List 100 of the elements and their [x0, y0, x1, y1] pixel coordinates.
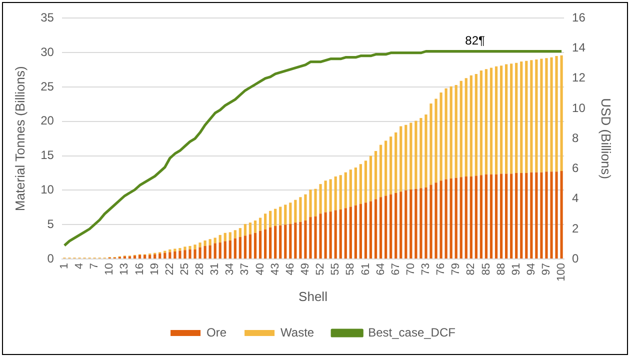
bar [309, 217, 312, 259]
bar [560, 170, 563, 259]
bar [289, 202, 292, 224]
bar [214, 243, 216, 259]
bar [480, 175, 483, 259]
bar [238, 228, 242, 238]
bar [228, 232, 232, 240]
x-tick-label: 61 [360, 263, 372, 276]
y2-tick-label: 14 [572, 40, 586, 55]
y-tick-label: 10 [40, 182, 54, 197]
bar [234, 238, 236, 259]
x-tick-label: 100 [556, 263, 568, 282]
bar [269, 227, 272, 259]
y-axis-title: Material Tonnes (Billions) [12, 66, 28, 212]
bar [148, 254, 152, 259]
bar [474, 176, 478, 259]
bar [133, 256, 136, 259]
bar [334, 176, 337, 210]
bar [494, 174, 498, 259]
bar [344, 172, 347, 208]
bar [379, 144, 382, 198]
bar [444, 179, 448, 259]
y-tick-label: 30 [40, 44, 54, 59]
x-tick-label: 25 [178, 263, 191, 276]
bar [198, 247, 202, 259]
legend-label: Ore [206, 325, 227, 340]
bar [248, 234, 252, 259]
bar [440, 180, 442, 259]
x-tick-label: 31 [209, 263, 222, 276]
bar [244, 236, 247, 259]
bar [364, 202, 368, 259]
bar [224, 241, 226, 259]
bar [384, 140, 388, 196]
y2-tick-label: 12 [572, 70, 586, 85]
bar [143, 254, 146, 259]
bar [430, 104, 432, 185]
bar [354, 205, 357, 259]
bar [274, 208, 277, 226]
bar [198, 242, 202, 248]
bar [364, 160, 368, 203]
bar [510, 64, 513, 174]
bar [450, 86, 452, 179]
bar [254, 232, 257, 259]
bar [525, 173, 528, 259]
legend-label: Waste [280, 325, 314, 340]
bar [374, 151, 378, 200]
bar [208, 239, 212, 246]
bar [470, 75, 472, 176]
bar [359, 164, 362, 204]
bar [314, 216, 317, 259]
bar [484, 174, 488, 259]
bar [480, 70, 483, 176]
x-tick-label: 28 [194, 263, 206, 276]
bar [218, 234, 222, 243]
bar [289, 224, 292, 259]
bar [474, 74, 478, 176]
y2-tick-label: 8 [572, 130, 580, 145]
bar [194, 249, 196, 259]
bar [484, 69, 488, 174]
bar [430, 184, 432, 259]
bar [178, 248, 182, 251]
bar [394, 192, 398, 259]
x-tick-label: 4 [74, 263, 86, 270]
bar [410, 190, 412, 259]
bar [228, 240, 232, 259]
x-tick-label: 94 [525, 263, 538, 276]
bar [420, 118, 422, 188]
y-tick-label: 20 [40, 114, 54, 128]
bar [349, 206, 352, 259]
bar [545, 172, 548, 259]
x-tick-label: 88 [495, 263, 508, 276]
x-tick-label: 49 [300, 263, 312, 276]
bar [258, 218, 262, 231]
bar [244, 224, 247, 236]
bar [494, 66, 498, 174]
bar [530, 172, 533, 259]
bar [550, 172, 553, 259]
bar [414, 188, 418, 259]
bar [204, 240, 206, 246]
bar [284, 224, 287, 259]
bar [319, 184, 322, 214]
bar [550, 57, 553, 172]
x-tick-label: 97 [540, 263, 553, 276]
bar [555, 172, 558, 259]
bar [258, 230, 262, 259]
bar [234, 230, 236, 238]
bar [424, 187, 428, 259]
bar [464, 176, 468, 259]
x-tick-label: 46 [284, 263, 296, 276]
bar [168, 252, 172, 259]
bar [535, 172, 538, 259]
bar [299, 197, 302, 222]
bar [324, 212, 327, 259]
bar [505, 174, 508, 259]
bar [410, 122, 412, 190]
bar [269, 210, 272, 228]
bar [238, 237, 242, 259]
bar [515, 62, 518, 174]
bar [264, 214, 267, 230]
x-tick-label: 79 [450, 263, 462, 276]
